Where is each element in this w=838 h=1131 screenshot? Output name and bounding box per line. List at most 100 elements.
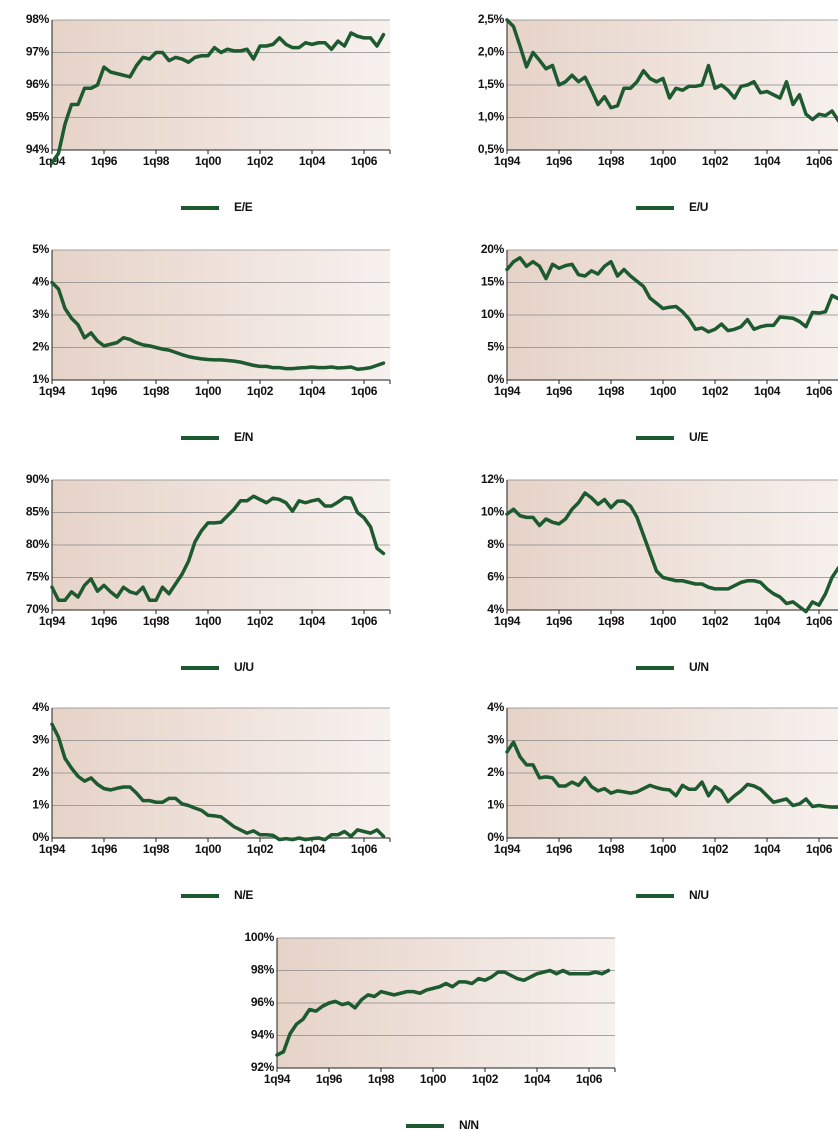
series-line	[505, 491, 838, 614]
y-tick-label: 97%	[26, 45, 50, 59]
x-tick-label: 1q00	[650, 842, 677, 856]
y-tick-label: 20%	[481, 242, 505, 256]
x-tick-label: 1q96	[91, 842, 118, 856]
x-tick-label: 1q96	[546, 154, 573, 168]
y-tick-label: 0%	[32, 830, 49, 844]
x-tick-label: 1q98	[598, 384, 625, 398]
y-tick-label: 5%	[32, 242, 49, 256]
y-tick-label: 10%	[481, 307, 505, 321]
chart: 0% 1% 2% 3% 4% 1q94 1q96 1q98 1q00 1q02 1q04 1q06 N/…	[487, 700, 838, 902]
x-tick-label: 1q02	[247, 842, 274, 856]
y-tick-label: 96%	[251, 995, 275, 1009]
y-tick-label: 5%	[487, 340, 504, 354]
legend-label: E/U	[689, 200, 708, 214]
x-tick-label: 1q04	[754, 614, 781, 628]
x-tick-label: 1q94	[39, 614, 66, 628]
y-tick-label: 0%	[487, 372, 504, 386]
series-line	[50, 722, 386, 842]
legend-label: U/E	[689, 430, 708, 444]
chart: 1% 2% 3% 4% 5% 1q94 1q96 1q98 1q00 1q02 1q04 1q06 E/…	[32, 242, 391, 444]
y-tick-label: 15%	[481, 275, 505, 289]
x-tick-label: 1q02	[247, 384, 274, 398]
x-tick-label: 1q06	[351, 154, 378, 168]
x-tick-label: 1q06	[351, 842, 378, 856]
x-tick-label: 1q02	[702, 614, 729, 628]
x-tick-label: 1q06	[806, 614, 833, 628]
legend-label: N/U	[689, 888, 709, 902]
y-tick-label: 80%	[26, 537, 50, 551]
x-tick-label: 1q00	[195, 384, 222, 398]
y-tick-label: 4%	[487, 602, 504, 616]
x-tick-label: 1q00	[195, 614, 222, 628]
y-tick-label: 3%	[32, 733, 49, 747]
series-line	[50, 280, 386, 372]
x-tick-label: 1q02	[247, 614, 274, 628]
y-tick-label: 85%	[26, 505, 50, 519]
y-tick-label: 4%	[32, 700, 49, 714]
y-tick-label: 6%	[487, 570, 504, 584]
x-tick-label: 1q00	[195, 154, 222, 168]
y-tick-label: 100%	[245, 930, 275, 944]
y-tick-label: 98%	[26, 12, 50, 26]
x-tick-label: 1q00	[650, 384, 677, 398]
x-tick-label: 1q02	[472, 1072, 499, 1086]
y-tick-label: 1%	[32, 798, 49, 812]
chart: 92% 94% 96% 98% 100% 1q94 1q96 1q98 1q00 1q02 1q04…	[245, 930, 616, 1131]
x-tick-label: 1q96	[316, 1072, 343, 1086]
y-tick-label: 3%	[32, 307, 49, 321]
x-tick-label: 1q06	[806, 842, 833, 856]
y-tick-label: 1,5%	[478, 77, 505, 91]
x-tick-label: 1q94	[494, 154, 521, 168]
y-tick-label: 3%	[487, 733, 504, 747]
series-line	[50, 31, 386, 165]
legend-label: N/E	[234, 888, 253, 902]
x-tick-label: 1q06	[351, 384, 378, 398]
chart: 4% 6% 8% 10% 12% 1q94 1q96 1q98 1q00 1q02 1q04 1q06…	[481, 472, 838, 674]
y-tick-label: 95%	[26, 110, 50, 124]
y-tick-label: 2%	[32, 765, 49, 779]
y-tick-label: 2%	[487, 765, 504, 779]
y-tick-label: 4%	[487, 700, 504, 714]
series-line	[50, 494, 386, 602]
y-tick-label: 1%	[487, 798, 504, 812]
chart: 94%95%96%97%98%1q94 1q96 1q98 1q00 1q02 1q04 1…	[26, 12, 391, 214]
x-tick-label: 1q96	[91, 384, 118, 398]
x-tick-label: 1q94	[494, 384, 521, 398]
y-tick-label: 1%	[32, 372, 49, 386]
x-tick-label: 1q06	[806, 384, 833, 398]
chart: 0% 1% 2% 3% 4% 1q94 1q96 1q98 1q00 1q02 1q04 1q06 N/…	[32, 700, 391, 902]
y-tick-label: 12%	[481, 472, 505, 486]
x-tick-label: 1q98	[143, 384, 170, 398]
legend-label: U/U	[234, 660, 254, 674]
x-tick-label: 1q04	[299, 842, 326, 856]
x-tick-label: 1q94	[39, 384, 66, 398]
chart: 0% 5% 10% 15% 20% 1q94 1q96 1q98 1q00 1q02 1q04 1q0…	[481, 242, 838, 444]
x-tick-label: 1q96	[546, 842, 573, 856]
x-tick-label: 1q98	[143, 842, 170, 856]
x-tick-label: 1q94	[494, 614, 521, 628]
x-tick-label: 1q04	[299, 614, 326, 628]
y-tick-label: 92%	[251, 1060, 275, 1074]
x-tick-label: 1q02	[702, 842, 729, 856]
x-tick-label: 1q00	[650, 614, 677, 628]
x-tick-label: 1q04	[299, 154, 326, 168]
x-tick-label: 1q98	[598, 154, 625, 168]
series-line	[505, 256, 838, 334]
y-tick-label: 2,0%	[478, 45, 505, 59]
x-tick-label: 1q04	[524, 1072, 551, 1086]
x-tick-label: 1q02	[702, 154, 729, 168]
y-tick-label: 75%	[26, 570, 50, 584]
legend-label: N/N	[459, 1118, 479, 1131]
x-tick-label: 1q04	[754, 154, 781, 168]
x-tick-label: 1q94	[494, 842, 521, 856]
x-tick-label: 1q98	[598, 842, 625, 856]
x-tick-label: 1q06	[576, 1072, 603, 1086]
y-tick-label: 70%	[26, 602, 50, 616]
y-tick-label: 2%	[32, 340, 49, 354]
chart: 70% 75% 80% 85% 90% 1q94 1q96 1q98 1q00 1q02 1q04 1…	[26, 472, 391, 674]
x-tick-label: 1q06	[351, 614, 378, 628]
x-tick-label: 1q94	[39, 842, 66, 856]
x-tick-label: 1q98	[598, 614, 625, 628]
